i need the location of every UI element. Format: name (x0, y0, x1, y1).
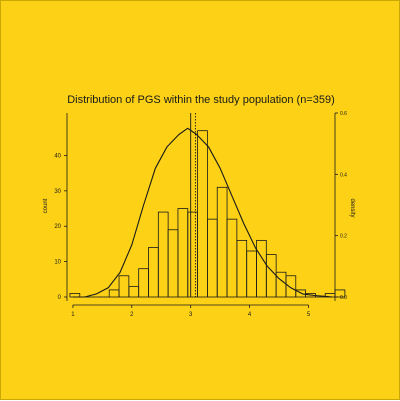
histogram-bar (276, 272, 286, 297)
y-axis-label: count (43, 198, 49, 213)
histogram-bar (139, 269, 149, 297)
y2-tick-label: 0.6 (340, 111, 347, 117)
histogram-bars (70, 131, 345, 297)
x-tick-label: 2 (130, 312, 134, 318)
histogram-bar (168, 230, 178, 297)
y2-tick-label: 0.2 (340, 234, 347, 240)
reference-lines (191, 113, 196, 297)
y-tick-label: 10 (54, 260, 61, 266)
y2-axis-label: density (349, 198, 355, 217)
y-tick-label: 0 (58, 295, 62, 301)
histogram-bar (266, 255, 276, 297)
histogram-bar (119, 276, 129, 297)
density-curve (73, 128, 332, 297)
histogram-bar (237, 240, 247, 297)
histogram-bar (109, 290, 119, 297)
histogram-bar (217, 187, 227, 297)
histogram-bar (247, 251, 257, 297)
x-tick-label: 5 (307, 312, 311, 318)
y2-tick-label: 0.0 (340, 295, 347, 301)
histogram-bar (188, 212, 198, 297)
histogram-bar (286, 276, 296, 297)
density-curve-group (73, 128, 332, 297)
histogram-bar (158, 212, 168, 297)
histogram-bar (198, 131, 208, 297)
histogram-bar (178, 209, 188, 297)
y-tick-label: 20 (54, 224, 61, 230)
axes: 1 2 3 4 5 0 10 20 30 40 0.0 0.2 0.4 0.6 (54, 111, 347, 318)
y-tick-label: 40 (54, 153, 61, 159)
histogram-bar (148, 247, 158, 297)
x-tick-label: 1 (71, 312, 75, 318)
chart-title: Distribution of PGS within the study pop… (67, 94, 335, 106)
x-tick-label: 4 (248, 312, 252, 318)
histogram-bar (129, 286, 139, 297)
histogram-bar (207, 219, 217, 297)
x-tick-label: 3 (189, 312, 193, 318)
histogram-bar (257, 240, 267, 297)
histogram-bar (227, 219, 237, 297)
y-tick-label: 30 (54, 189, 61, 195)
y2-tick-label: 0.4 (340, 172, 347, 178)
